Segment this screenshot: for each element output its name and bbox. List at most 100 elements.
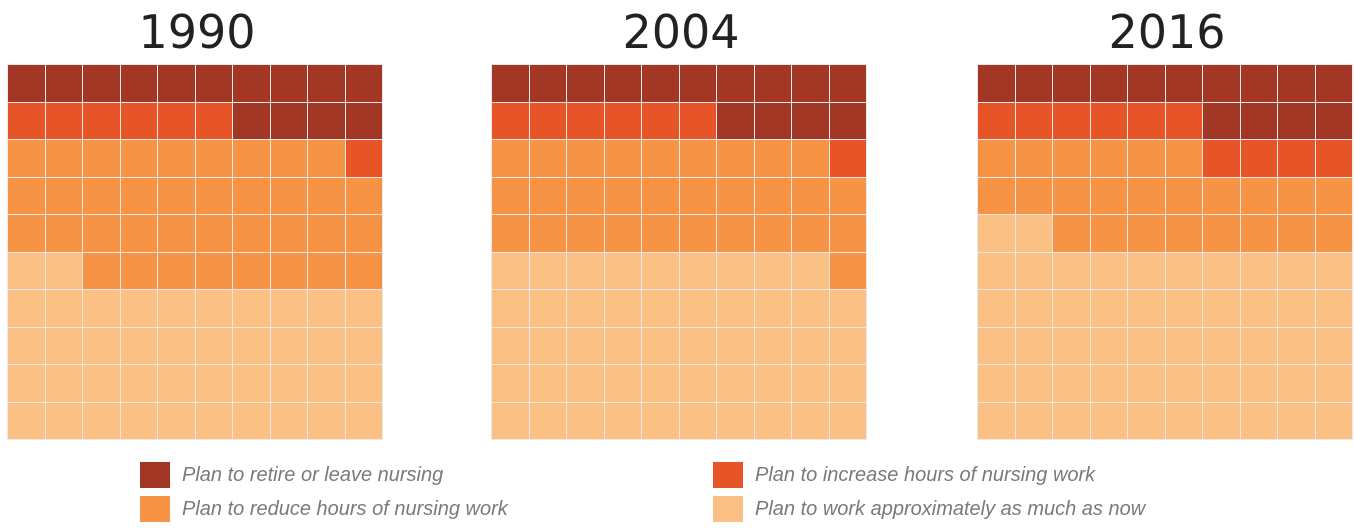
waffle-cell xyxy=(83,290,120,327)
waffle-cell xyxy=(158,327,195,364)
waffle-cell xyxy=(1053,140,1090,177)
waffle-cell xyxy=(45,140,82,177)
waffle-cell xyxy=(158,215,195,252)
waffle-cell xyxy=(1203,140,1240,177)
waffle-cell xyxy=(83,215,120,252)
waffle-cell xyxy=(679,252,716,289)
waffle-cell xyxy=(1315,65,1352,102)
waffle-cell xyxy=(195,140,232,177)
waffle-cell xyxy=(679,365,716,402)
waffle-cell xyxy=(1015,65,1052,102)
waffle-cell xyxy=(195,177,232,214)
waffle-cell xyxy=(604,327,641,364)
waffle-cell xyxy=(195,402,232,439)
waffle-cell xyxy=(1128,65,1165,102)
waffle-cell xyxy=(754,102,791,139)
waffle-cell xyxy=(567,365,604,402)
waffle-cell xyxy=(1165,290,1202,327)
waffle-cell xyxy=(308,290,345,327)
waffle-cell xyxy=(1053,177,1090,214)
waffle-cell xyxy=(1015,290,1052,327)
waffle-cell xyxy=(754,290,791,327)
waffle-cell xyxy=(233,215,270,252)
waffle-cell xyxy=(8,215,45,252)
waffle-cell xyxy=(1090,102,1127,139)
waffle-cell xyxy=(792,65,829,102)
waffle-cell xyxy=(679,177,716,214)
waffle-cell xyxy=(829,65,866,102)
legend-label: Plan to work approximately as much as no… xyxy=(755,497,1146,520)
waffle-cell xyxy=(978,290,1015,327)
waffle-cell xyxy=(978,177,1015,214)
waffle-cell xyxy=(1240,402,1277,439)
waffle-cell xyxy=(308,102,345,139)
waffle-grid xyxy=(7,64,383,440)
waffle-cell xyxy=(1090,177,1127,214)
legend-item-increase: Plan to increase hours of nursing work xyxy=(713,462,1095,488)
legend-label: Plan to increase hours of nursing work xyxy=(755,463,1096,486)
waffle-cell xyxy=(270,402,307,439)
waffle-cell xyxy=(308,65,345,102)
waffle-cell xyxy=(83,402,120,439)
waffle-cell xyxy=(1053,102,1090,139)
waffle-cell xyxy=(233,327,270,364)
waffle-cell xyxy=(717,215,754,252)
waffle-cell xyxy=(978,140,1015,177)
waffle-cell xyxy=(978,252,1015,289)
waffle-cell xyxy=(604,102,641,139)
waffle-cell xyxy=(1165,177,1202,214)
waffle-cell xyxy=(754,215,791,252)
waffle-cell xyxy=(8,177,45,214)
waffle-cell xyxy=(792,140,829,177)
waffle-cell xyxy=(529,177,566,214)
waffle-cell xyxy=(120,290,157,327)
waffle-cell xyxy=(270,65,307,102)
waffle-cell xyxy=(642,402,679,439)
waffle-cell xyxy=(120,402,157,439)
waffle-cell xyxy=(1053,252,1090,289)
waffle-cell xyxy=(1165,215,1202,252)
legend-item-reduce: Plan to reduce hours of nursing work xyxy=(140,496,508,522)
waffle-cell xyxy=(829,252,866,289)
waffle-cell xyxy=(754,252,791,289)
waffle-cell xyxy=(679,290,716,327)
waffle-cell xyxy=(45,65,82,102)
waffle-cell xyxy=(308,177,345,214)
waffle-cell xyxy=(45,177,82,214)
waffle-cell xyxy=(1128,327,1165,364)
waffle-cell xyxy=(345,252,382,289)
waffle-cell xyxy=(642,140,679,177)
waffle-cell xyxy=(829,102,866,139)
legend-item-same: Plan to work approximately as much as no… xyxy=(713,496,1145,522)
waffle-cell xyxy=(792,365,829,402)
waffle-cell xyxy=(1015,215,1052,252)
waffle-cell xyxy=(1203,177,1240,214)
waffle-cell xyxy=(604,65,641,102)
waffle-cell xyxy=(529,102,566,139)
waffle-cell xyxy=(829,290,866,327)
waffle-cell xyxy=(270,215,307,252)
waffle-cell xyxy=(567,252,604,289)
waffle-cell xyxy=(792,402,829,439)
waffle-cell xyxy=(717,402,754,439)
waffle-cell xyxy=(1315,102,1352,139)
waffle-cell xyxy=(308,215,345,252)
waffle-cell xyxy=(1315,290,1352,327)
waffle-cell xyxy=(1128,215,1165,252)
waffle-cell xyxy=(829,140,866,177)
waffle-cell xyxy=(529,140,566,177)
waffle-cell xyxy=(233,102,270,139)
waffle-cell xyxy=(233,290,270,327)
waffle-cell xyxy=(8,252,45,289)
waffle-cell xyxy=(345,215,382,252)
waffle-cell xyxy=(345,290,382,327)
waffle-cell xyxy=(45,402,82,439)
waffle-cell xyxy=(1278,102,1315,139)
waffle-cell xyxy=(1015,102,1052,139)
waffle-cell xyxy=(529,215,566,252)
waffle-cell xyxy=(717,327,754,364)
waffle-cell xyxy=(567,140,604,177)
waffle-cell xyxy=(120,102,157,139)
waffle-cell xyxy=(1053,365,1090,402)
waffle-cell xyxy=(233,365,270,402)
